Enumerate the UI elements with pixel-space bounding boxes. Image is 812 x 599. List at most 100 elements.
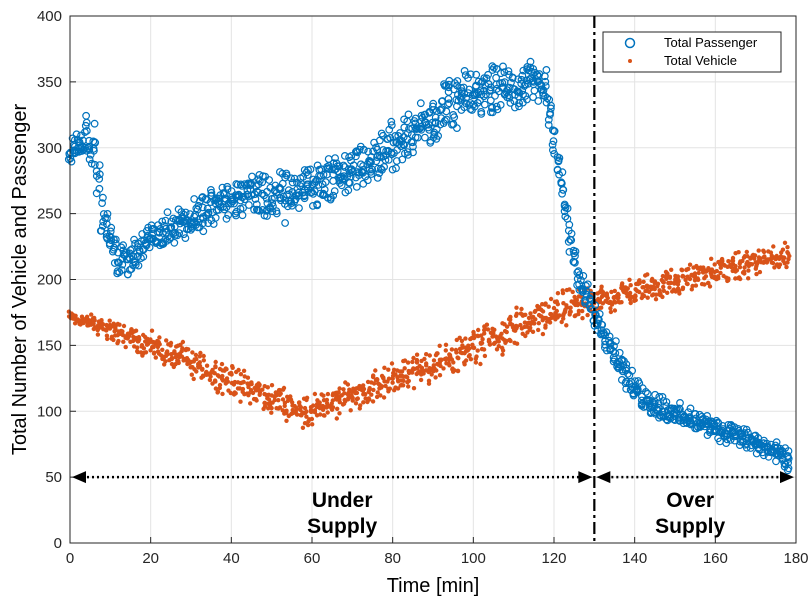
passenger-point (579, 272, 588, 280)
passenger-point (347, 156, 355, 165)
vehicle-point (121, 339, 126, 344)
over-supply-label-line2: Supply (655, 515, 725, 538)
vehicle-point (377, 386, 382, 391)
vehicle-point (304, 414, 309, 419)
passenger-point (72, 130, 81, 139)
passenger-point (571, 258, 579, 267)
passenger-point (518, 71, 527, 80)
vehicle-point (336, 390, 341, 395)
passenger-point (622, 360, 631, 369)
passenger-point (327, 193, 335, 202)
passenger-point (400, 141, 409, 150)
vehicle-point (457, 346, 463, 352)
vehicle-point (455, 368, 461, 373)
passenger-point (597, 329, 606, 338)
passenger-point (330, 187, 339, 196)
vehicle-point (357, 406, 362, 411)
passenger-point (429, 102, 437, 111)
vehicle-point (776, 264, 782, 270)
vehicle-point (691, 265, 696, 270)
passenger-point (180, 217, 189, 226)
passenger-point (193, 205, 202, 214)
passenger-point (553, 166, 562, 175)
vehicle-point (256, 387, 261, 393)
passenger-point (79, 145, 88, 154)
vehicle-point (728, 262, 733, 267)
vehicle-point (604, 293, 609, 299)
vehicle-point (366, 396, 371, 401)
passenger-point (373, 173, 382, 182)
vehicle-point (169, 356, 174, 362)
passenger-point (453, 124, 461, 133)
vehicle-point (213, 359, 218, 365)
passenger-point (615, 348, 624, 357)
vehicle-point (75, 318, 80, 323)
passenger-point (407, 138, 416, 147)
passenger-point (288, 178, 297, 187)
vehicle-point (217, 382, 223, 388)
passenger-point (554, 157, 563, 166)
arrowhead (596, 471, 611, 484)
passenger-point (574, 267, 583, 276)
vehicle-point (324, 401, 330, 406)
passenger-point (81, 121, 90, 130)
vehicle-point (522, 324, 527, 330)
vehicle-point (284, 410, 289, 416)
passenger-point (434, 131, 443, 140)
passenger-point (655, 392, 664, 401)
passenger-point (415, 124, 424, 133)
vehicle-point (383, 383, 388, 389)
passenger-point (186, 210, 194, 219)
vehicle-point (264, 392, 269, 398)
vehicle-point (117, 322, 122, 327)
vehicle-point (236, 367, 241, 373)
passenger-point (477, 109, 486, 118)
data-points (64, 57, 793, 475)
vehicle-point (645, 295, 650, 300)
vehicle-point (526, 320, 532, 325)
vehicle-point (785, 250, 790, 255)
passenger-point (290, 197, 299, 206)
vehicle-point (309, 416, 315, 422)
vehicle-point (231, 392, 237, 397)
passenger-point (82, 126, 91, 135)
vehicle-point (219, 361, 225, 367)
vehicle-point (300, 425, 306, 430)
vehicle-point (82, 319, 88, 324)
passenger-point (412, 125, 421, 134)
vehicle-point (360, 388, 366, 393)
vehicle-point (208, 374, 213, 379)
vehicle-point (736, 250, 741, 255)
passenger-point (534, 97, 543, 105)
passenger-point (163, 208, 172, 217)
vehicle-point (240, 380, 245, 385)
vehicle-point (599, 305, 604, 310)
vehicle-point (447, 363, 452, 368)
passenger-point (189, 217, 198, 226)
passenger-point (453, 81, 461, 90)
passenger-point (352, 182, 361, 191)
vehicle-point (547, 320, 553, 325)
vehicle-point (478, 361, 483, 367)
vehicle-point (612, 308, 618, 313)
passenger-point (392, 157, 401, 165)
vehicle-point (612, 288, 617, 294)
vehicle-point (385, 379, 390, 384)
vehicle-point (500, 352, 505, 357)
vehicle-point (219, 376, 225, 382)
vehicle-point (514, 341, 520, 346)
vehicle-point (655, 281, 661, 286)
passenger-point (359, 145, 368, 154)
legend-vehicle-label: Total Vehicle (664, 53, 737, 68)
vehicle-point (471, 332, 476, 337)
passenger-point (110, 243, 118, 252)
passenger-point (303, 182, 311, 191)
vehicle-point (679, 268, 685, 273)
passenger-point (206, 198, 215, 207)
vehicle-point (320, 407, 326, 412)
vehicle-point (308, 409, 314, 414)
passenger-point (662, 398, 671, 406)
vehicle-point (160, 347, 165, 352)
vehicle-point (157, 342, 162, 347)
vehicle-point (637, 289, 642, 295)
